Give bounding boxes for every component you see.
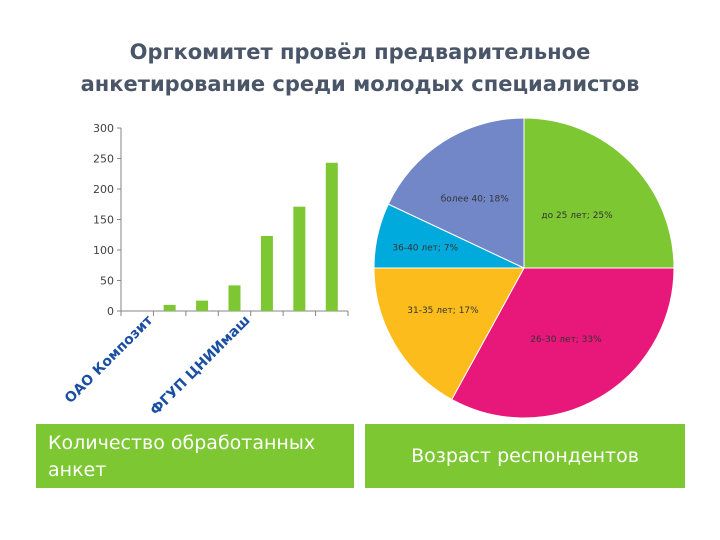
pie-slice xyxy=(451,267,675,419)
y-tick-label: 50 xyxy=(100,275,114,288)
slide-title-line-1: Оргкомитет провёл предварительное xyxy=(129,40,591,64)
pie-data-label: 26-30 лет; 33% xyxy=(530,335,602,345)
bar xyxy=(325,162,338,311)
caption-respondent-age-text: Возраст респондентов xyxy=(411,445,639,467)
bar xyxy=(228,285,241,311)
bar xyxy=(260,235,273,311)
slide-title: Оргкомитет провёл предварительное анкети… xyxy=(0,36,720,100)
y-tick-label: 250 xyxy=(93,153,114,166)
pie-data-label: 36-40 лет; 7% xyxy=(392,244,458,254)
y-tick-label: 0 xyxy=(107,305,114,318)
y-tick-label: 150 xyxy=(93,214,114,227)
pie-slice xyxy=(373,267,525,401)
bar xyxy=(293,206,306,311)
caption-processed-surveys-text: Количество обработанных анкет xyxy=(48,432,316,481)
bar xyxy=(196,300,209,311)
caption-respondent-age: Возраст респондентов xyxy=(365,424,685,488)
y-tick-label: 200 xyxy=(93,183,114,196)
y-tick-label: 300 xyxy=(93,122,114,135)
y-tick-label: 100 xyxy=(93,244,114,257)
pie-data-label: более 40; 18% xyxy=(441,194,510,204)
pie-data-label: 31-35 лет; 17% xyxy=(407,306,479,316)
caption-processed-surveys: Количество обработанных анкет xyxy=(36,424,354,488)
pie-slice xyxy=(387,117,525,269)
pie-data-label: до 25 лет; 25% xyxy=(541,211,613,221)
pie-slice xyxy=(523,117,675,269)
slide-title-line-2: анкетирование среди молодых специалистов xyxy=(80,72,640,96)
bar xyxy=(163,304,176,311)
